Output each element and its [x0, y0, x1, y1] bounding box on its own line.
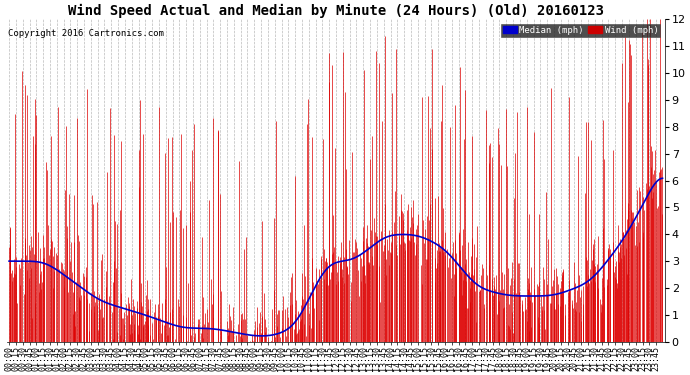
Title: Wind Speed Actual and Median by Minute (24 Hours) (Old) 20160123: Wind Speed Actual and Median by Minute (… [68, 4, 604, 18]
Text: Copyright 2016 Cartronics.com: Copyright 2016 Cartronics.com [8, 29, 164, 38]
Legend: Median (mph), Wind (mph): Median (mph), Wind (mph) [502, 24, 660, 37]
